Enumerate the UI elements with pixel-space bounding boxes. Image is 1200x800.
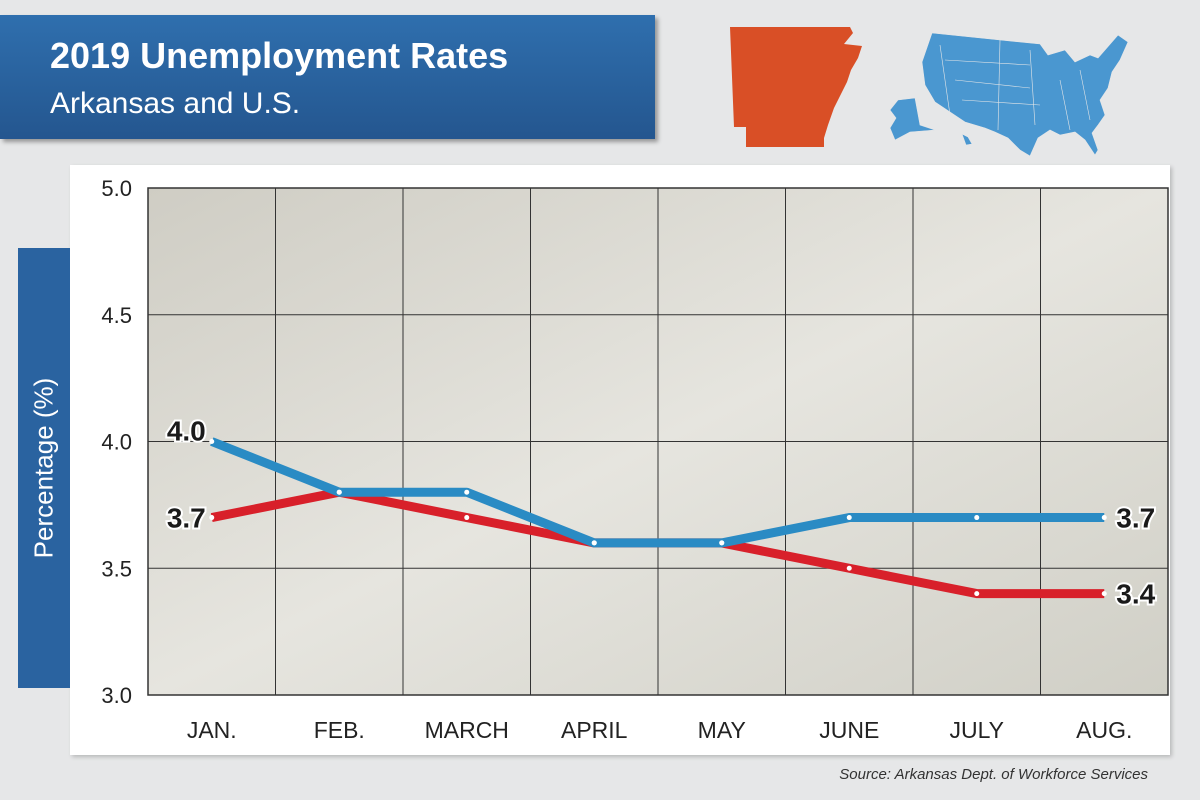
y-tick-label: 4.5 [101,303,132,328]
x-tick-label: JULY [949,717,1004,743]
data-point [336,489,342,495]
y-tick-label: 5.0 [101,176,132,201]
series-line-us [210,437,1105,548]
x-tick-label: APRIL [561,717,628,743]
title-banner: 2019 Unemployment Rates Arkansas and U.S… [0,15,655,139]
us-map-icon [889,32,1129,157]
data-point [846,515,852,521]
data-point [591,540,597,546]
arkansas-map-icon [730,27,862,147]
data-point [974,591,980,597]
data-point [1101,515,1107,521]
data-label: 4.0 [167,416,206,447]
data-label: 3.7 [1116,503,1155,534]
data-point [209,439,215,444]
chart-subtitle: Arkansas and U.S. [50,87,301,120]
x-tick-label: FEB. [314,717,365,743]
x-tick-label: JUNE [819,717,879,743]
y-axis-label-box [18,248,70,688]
data-point [846,565,852,571]
data-point [974,515,980,521]
x-tick-label: MAY [698,717,746,743]
x-tick-label: AUG. [1076,717,1132,743]
data-point [464,515,470,521]
y-tick-label: 3.0 [101,683,132,708]
data-point [719,540,725,546]
x-tick-label: JAN. [187,717,237,743]
data-point [209,515,215,521]
maps [730,27,1129,157]
y-tick-label: 3.5 [101,556,132,581]
chart-title: 2019 Unemployment Rates [50,35,509,76]
data-label: 3.7 [167,503,206,534]
data-point [1101,591,1107,597]
source-note: Source: Arkansas Dept. of Workforce Serv… [839,766,1148,783]
data-label: 3.4 [1116,579,1155,610]
x-tick-label: MARCH [425,717,509,743]
data-point [464,489,470,495]
y-tick-label: 4.0 [101,430,132,455]
